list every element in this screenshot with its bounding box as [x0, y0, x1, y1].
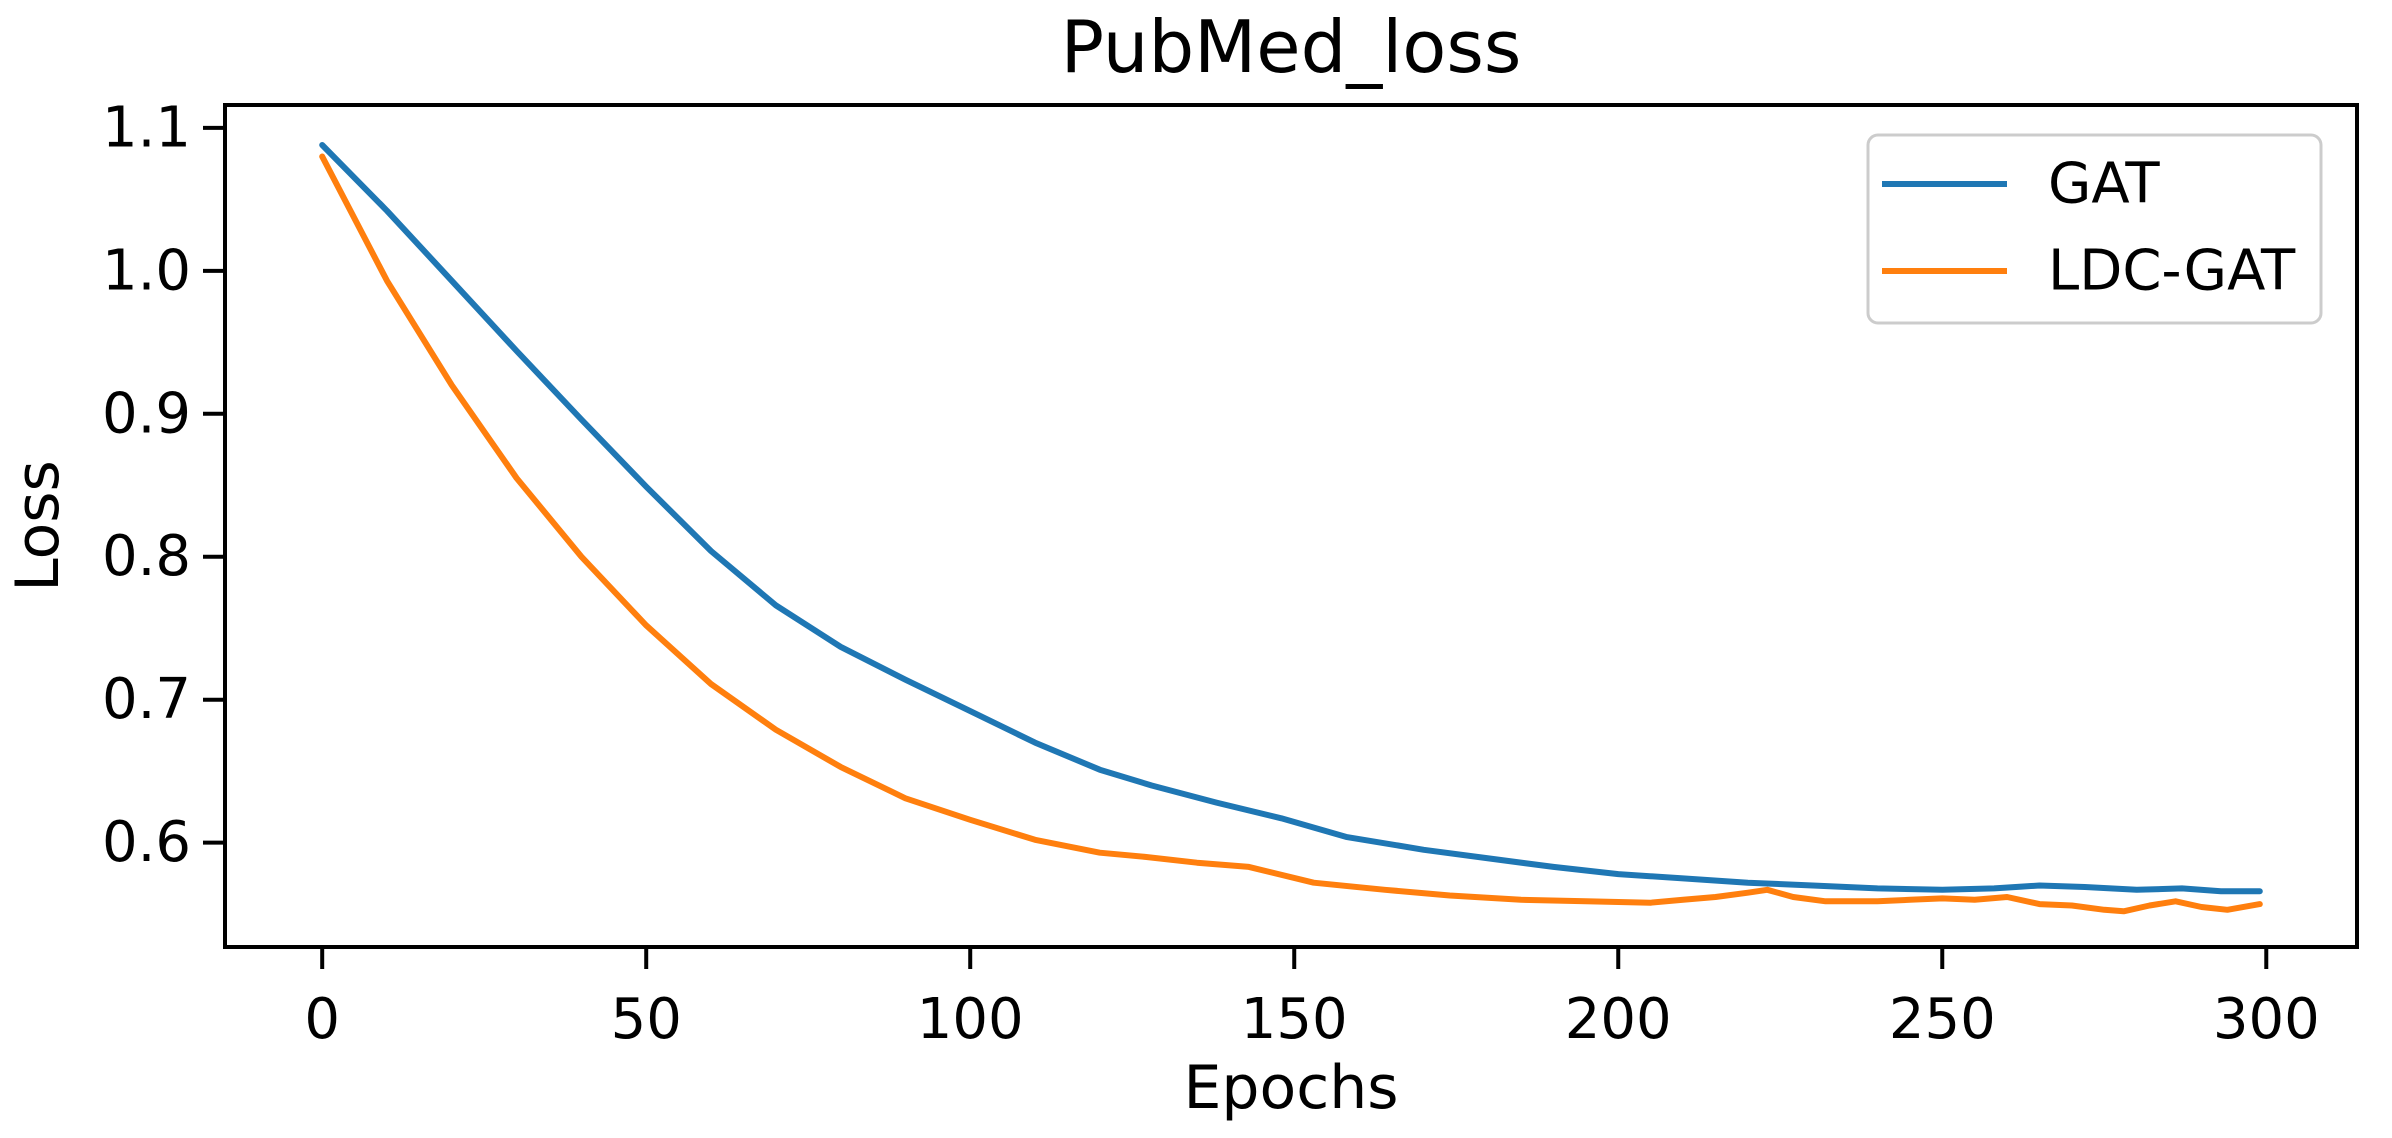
axis-ticks: 0 50 100 150 200 250 300 0.6 0.7 0.8 0.9 1.0 1.1 [102, 95, 2320, 1052]
gat-line [319, 142, 2263, 895]
chart-title: PubMed_loss [1061, 5, 1522, 89]
ldc-gat-line [319, 153, 2263, 915]
data-series [319, 142, 2263, 915]
y-tick-label: 1.1 [102, 95, 191, 160]
legend-item-ldc-gat: LDC-GAT [1882, 239, 2296, 304]
x-tick-label: 150 [1241, 987, 1348, 1052]
y-tick-label: 0.7 [102, 667, 191, 732]
y-axis-label: Loss [3, 460, 73, 592]
ldc-gat-legend-label: LDC-GAT [2048, 239, 2296, 304]
x-tick-label: 200 [1565, 987, 1672, 1052]
x-tick-label: 100 [917, 987, 1024, 1052]
x-tick-label: 300 [2213, 987, 2320, 1052]
legend: GAT LDC-GAT [1866, 133, 2323, 325]
x-tick-label: 0 [304, 987, 340, 1052]
gat-legend-label: GAT [2048, 152, 2160, 217]
y-tick-label: 0.8 [102, 524, 191, 589]
x-axis-label: Epochs [1184, 1053, 1399, 1123]
y-tick-label: 1.0 [102, 238, 191, 303]
x-tick-label: 250 [1889, 987, 1996, 1052]
plot-border [223, 103, 2359, 949]
y-tick-label: 0.9 [102, 381, 191, 446]
legend-item-gat: GAT [1882, 152, 2160, 217]
y-tick-label: 0.6 [102, 810, 191, 875]
x-tick-label: 50 [611, 987, 682, 1052]
